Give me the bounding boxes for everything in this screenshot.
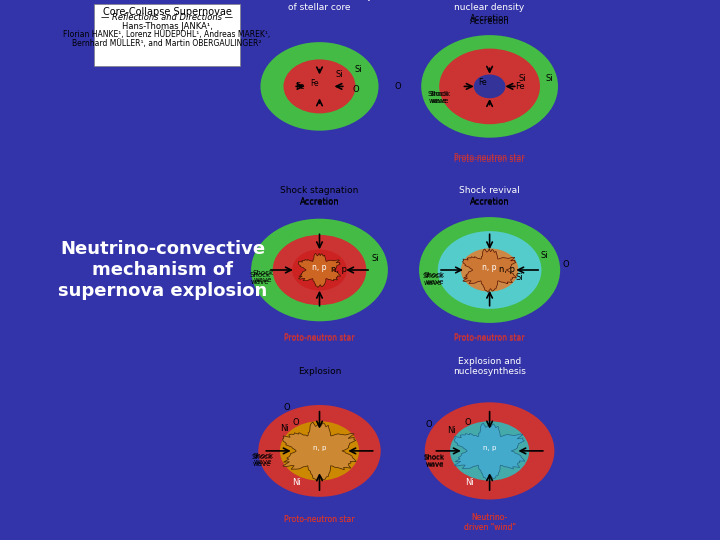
Text: Ni: Ni — [464, 478, 474, 487]
Ellipse shape — [407, 389, 572, 513]
Text: Proto-neutron star: Proto-neutron star — [454, 155, 525, 164]
Ellipse shape — [280, 421, 359, 481]
Text: Fe: Fe — [515, 82, 525, 91]
Ellipse shape — [477, 260, 503, 280]
Text: Si: Si — [545, 74, 553, 83]
Text: Ni: Ni — [447, 426, 456, 435]
Text: Shock
wave: Shock wave — [424, 272, 445, 285]
Text: Hans-Thomas JANKA¹,: Hans-Thomas JANKA¹, — [122, 22, 212, 31]
Ellipse shape — [251, 219, 388, 321]
Ellipse shape — [273, 235, 366, 305]
Text: O: O — [395, 82, 402, 91]
Text: Proto-neutron star: Proto-neutron star — [454, 334, 525, 343]
Text: Si: Si — [518, 74, 526, 83]
Text: Proto-neutron star: Proto-neutron star — [284, 515, 355, 524]
Text: Bernhard MÜLLER¹, and Martin OBERGAULINGER²: Bernhard MÜLLER¹, and Martin OBERGAULING… — [72, 39, 261, 48]
Text: O: O — [352, 85, 359, 93]
Ellipse shape — [307, 77, 333, 96]
Ellipse shape — [407, 24, 572, 149]
Text: n, p: n, p — [330, 266, 346, 274]
Ellipse shape — [407, 208, 572, 332]
Text: Proto-neutron star: Proto-neutron star — [454, 153, 525, 162]
Text: n, p: n, p — [312, 445, 326, 451]
Text: Si: Si — [515, 273, 523, 282]
Ellipse shape — [461, 248, 518, 292]
Text: Ni: Ni — [292, 478, 301, 487]
Text: — Reflections and Directions —: — Reflections and Directions — — [101, 12, 233, 22]
Text: Si: Si — [372, 254, 379, 263]
Ellipse shape — [237, 24, 402, 149]
Text: O: O — [293, 418, 300, 427]
FancyBboxPatch shape — [94, 4, 240, 66]
Text: O: O — [563, 260, 570, 269]
Ellipse shape — [261, 42, 379, 131]
Text: Accretion: Accretion — [469, 198, 510, 207]
Text: Shock
wave: Shock wave — [252, 453, 274, 465]
Ellipse shape — [474, 439, 505, 463]
Ellipse shape — [284, 59, 356, 113]
Text: Shock
wave: Shock wave — [424, 454, 445, 467]
Text: n, p: n, p — [483, 445, 496, 451]
Text: Shock revival: Shock revival — [459, 186, 520, 195]
Text: Explosion: Explosion — [298, 367, 341, 376]
Ellipse shape — [237, 389, 402, 513]
Text: Proto-neutron star: Proto-neutron star — [284, 515, 355, 524]
Ellipse shape — [421, 35, 558, 138]
Text: Si: Si — [336, 70, 343, 79]
Text: Fe: Fe — [295, 82, 305, 91]
Text: n, p: n, p — [482, 263, 497, 272]
Polygon shape — [298, 253, 341, 287]
Ellipse shape — [292, 249, 347, 291]
Text: O: O — [283, 403, 289, 413]
Text: O: O — [426, 420, 432, 429]
Ellipse shape — [419, 217, 560, 323]
Polygon shape — [282, 422, 356, 481]
Text: Shock
wave: Shock wave — [251, 454, 272, 467]
Text: Neutrino-
driven "wind": Neutrino- driven "wind" — [464, 513, 516, 532]
Text: Neutrino-convective
mechanism of
supernova explosion: Neutrino-convective mechanism of superno… — [58, 240, 268, 300]
Text: Shock
wave: Shock wave — [252, 270, 274, 283]
Ellipse shape — [439, 49, 540, 124]
Text: Shock
wave: Shock wave — [428, 91, 449, 104]
Text: Neutrino-
driven "wind": Neutrino- driven "wind" — [464, 513, 516, 532]
Text: Accretion: Accretion — [469, 198, 510, 206]
Text: Shock stagnation: Shock stagnation — [280, 186, 359, 195]
Text: Florian HANKE¹, Lorenz HÜDEPOHL¹, Andreas MAREK¹,: Florian HANKE¹, Lorenz HÜDEPOHL¹, Andrea… — [63, 30, 271, 39]
Text: Accretion: Accretion — [300, 198, 339, 206]
Text: Ni: Ni — [280, 424, 289, 433]
Text: Proto-neutron star: Proto-neutron star — [284, 334, 355, 343]
Text: Gravitational instability
of stellar core: Gravitational instability of stellar cor… — [266, 0, 373, 12]
Text: n, p: n, p — [499, 266, 515, 274]
Ellipse shape — [450, 421, 529, 481]
Text: Si: Si — [354, 65, 361, 75]
Text: Si: Si — [540, 251, 548, 260]
Ellipse shape — [305, 440, 334, 462]
Ellipse shape — [258, 405, 381, 497]
Text: Accretion: Accretion — [469, 17, 510, 26]
Ellipse shape — [237, 208, 402, 332]
Text: Shock
wave: Shock wave — [423, 273, 444, 286]
Text: Shock
wave: Shock wave — [250, 272, 271, 285]
Text: Core bounce at
nuclear density: Core bounce at nuclear density — [454, 0, 525, 12]
Text: Fe: Fe — [310, 79, 318, 88]
Text: n, p: n, p — [312, 263, 327, 272]
Polygon shape — [454, 423, 525, 480]
Text: Accretion: Accretion — [469, 15, 510, 23]
Text: Core-Collapse Supernovae: Core-Collapse Supernovae — [102, 7, 231, 17]
Text: O: O — [464, 418, 472, 427]
Text: Accretion: Accretion — [300, 198, 339, 207]
Text: Explosion and
nucleosynthesis: Explosion and nucleosynthesis — [453, 357, 526, 376]
Ellipse shape — [481, 444, 498, 457]
Text: Shock
wave: Shock wave — [424, 455, 445, 468]
Ellipse shape — [438, 231, 541, 309]
Text: Shock
wave: Shock wave — [429, 91, 451, 104]
Polygon shape — [463, 249, 516, 292]
Text: Proto-neutron star: Proto-neutron star — [284, 333, 355, 342]
Text: Fe: Fe — [478, 78, 487, 86]
Ellipse shape — [425, 402, 554, 500]
Ellipse shape — [307, 260, 333, 280]
Ellipse shape — [474, 75, 505, 98]
Text: Proto-neutron star: Proto-neutron star — [454, 333, 525, 342]
